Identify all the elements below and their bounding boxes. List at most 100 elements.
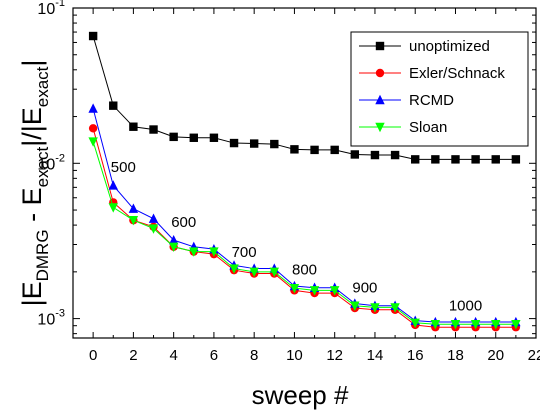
data-point-unoptimized [169,132,178,142]
data-point-sloan [229,264,239,274]
data-point-sloan [470,320,481,330]
data-point-sloan [209,247,219,257]
y-tick-exponent: -2 [55,152,65,164]
data-point-rcmd [148,213,159,223]
x-tick-label: 8 [250,347,258,364]
data-point-unoptimized [431,155,440,164]
data-point-rcmd [88,103,98,113]
series-line-exler-schnack [92,128,516,328]
x-axis-label: sweep # [252,380,349,410]
data-point-unoptimized [109,101,118,110]
data-point-sloan [88,137,98,147]
data-point-sloan [128,216,139,226]
data-point-sloan [491,320,501,330]
data-point-sloan [168,242,179,252]
data-point-unoptimized [451,155,460,164]
y-axis-label-part: |/|E [17,107,47,147]
series-line-unoptimized [92,35,516,160]
annotation-label: 700 [232,244,257,261]
data-point-sloan [329,286,340,296]
data-point-sloan [410,318,420,328]
x-tick-label: 20 [487,347,504,364]
data-point-sloan [450,320,461,330]
data-point-unoptimized [209,133,219,142]
x-tick-label: 12 [326,347,343,364]
data-point-sloan [269,267,280,278]
annotation-label: 600 [171,214,196,231]
data-point-sloan [511,320,521,330]
x-tick-label: 16 [407,347,424,364]
x-tick-label: 4 [169,347,177,364]
data-point-unoptimized [189,133,198,142]
legend-marker [375,68,385,78]
legend-label: Exler/Schnack [409,65,505,82]
data-point-rcmd [128,203,139,213]
x-tick-label: 18 [447,347,464,364]
x-tick-label: 2 [129,347,137,364]
y-axis-label-sub: DMRG [33,229,52,281]
y-tick-label: 10-1 [37,0,65,18]
legend-label: Sloan [409,119,447,136]
data-point-sloan [148,224,159,234]
data-point-unoptimized [149,125,158,134]
x-tick-label: 10 [286,347,303,364]
y-axis-label-sub: exact [33,66,52,107]
legend-label: RCMD [409,92,454,109]
series-line-sloan [92,141,516,325]
y-axis-label: |EDMRG - Eexact|/|Eexact| [17,60,52,307]
legend-marker [375,41,385,51]
data-point-unoptimized [249,139,259,148]
annotation-label: 900 [352,280,377,297]
data-point-rcmd [168,234,179,245]
x-tick-label: 22 [528,347,540,364]
plot-frame [72,7,537,339]
data-point-unoptimized [390,150,400,160]
y-tick-base: 10 [37,1,55,18]
data-point-sloan [189,247,199,257]
x-tick-label: 0 [89,347,97,364]
data-point-sloan [249,267,259,278]
annotation-label: 1000 [449,297,482,314]
annotation-label: 800 [292,262,317,279]
y-tick-exponent: -3 [55,308,65,320]
legend-label: unoptimized [409,38,490,55]
data-point-unoptimized [270,139,279,149]
data-point-unoptimized [471,155,480,164]
data-point-sloan [370,303,380,313]
x-tick-label: 6 [210,347,218,364]
data-point-exler-schnack [88,124,98,133]
y-axis-label-part: - E [17,187,47,229]
data-point-unoptimized [511,155,521,164]
data-point-unoptimized [310,145,319,155]
data-point-unoptimized [229,138,239,148]
legend-marker [375,94,385,105]
data-point-unoptimized [330,145,339,155]
data-point-unoptimized [129,122,138,131]
data-point-unoptimized [350,150,360,159]
data-point-sloan [350,301,360,311]
data-point-sloan [430,320,441,330]
y-tick-base: 10 [37,156,55,173]
data-point-unoptimized [411,155,420,164]
data-point-sloan [108,203,118,213]
data-point-sloan [309,286,320,296]
x-tick-label: 14 [367,347,384,364]
data-point-unoptimized [370,150,380,160]
data-point-rcmd [108,180,118,190]
y-axis-label-sub: exact [33,147,52,188]
legend-marker [375,122,385,133]
y-tick-exponent: -1 [55,0,65,9]
y-tick-base: 10 [37,312,55,329]
y-tick-label: 10-2 [37,152,65,173]
data-point-sloan [289,283,300,294]
data-point-sloan [390,303,400,313]
series-line-rcmd [92,108,516,323]
annotation-label: 500 [111,159,136,176]
y-tick-label: 10-3 [37,308,65,329]
data-point-unoptimized [491,155,500,164]
y-axis-label-part: |E [17,281,47,306]
data-point-unoptimized [290,145,299,154]
y-axis-label-part: | [17,60,47,67]
data-point-unoptimized [88,31,98,41]
